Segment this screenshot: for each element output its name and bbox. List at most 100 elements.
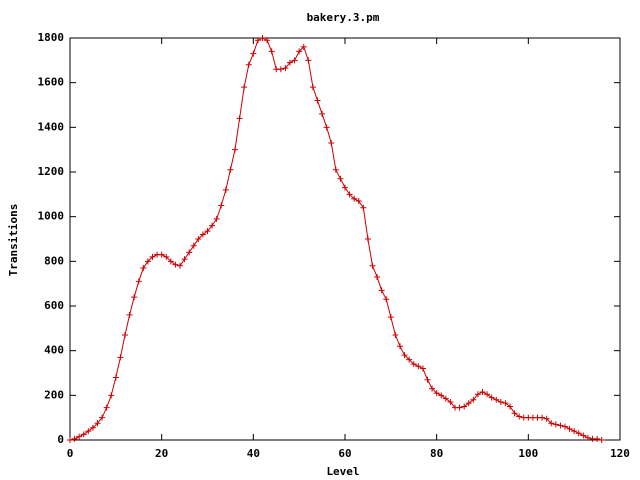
point (397, 343, 403, 350)
point (140, 265, 147, 272)
point (227, 166, 234, 173)
point (236, 115, 243, 122)
point (172, 261, 179, 268)
point (268, 48, 275, 55)
point (548, 420, 555, 427)
point (401, 352, 408, 359)
point (163, 253, 170, 260)
plot-border (69, 37, 621, 441)
point (149, 253, 156, 260)
point (282, 65, 289, 72)
point (497, 399, 504, 406)
point (250, 50, 257, 57)
point (584, 434, 591, 441)
point (296, 48, 303, 55)
point (158, 251, 165, 258)
point (447, 399, 454, 406)
y-axis-label: Transitions (7, 204, 20, 277)
y-tick-label: 0 (57, 433, 64, 446)
point (374, 273, 381, 280)
point (438, 392, 445, 399)
point (108, 392, 115, 399)
point (94, 420, 101, 427)
point (222, 186, 229, 193)
point (305, 57, 312, 64)
point (199, 231, 206, 238)
point (461, 403, 468, 410)
point (598, 437, 605, 443)
point (314, 97, 321, 104)
point (474, 391, 481, 398)
point (594, 435, 601, 442)
x-axis-label: Level (326, 465, 359, 478)
point (71, 435, 78, 442)
point (433, 390, 440, 397)
point (419, 365, 426, 372)
y-tick-label: 1200 (38, 165, 65, 178)
line (69, 37, 602, 441)
x-tick-label: 80 (430, 447, 443, 460)
point (99, 414, 106, 421)
point (493, 396, 500, 403)
point (135, 278, 142, 285)
y-tick-label: 600 (44, 299, 64, 312)
point (369, 262, 376, 269)
point (195, 236, 202, 242)
point (442, 395, 449, 402)
point (378, 287, 385, 294)
point (571, 428, 578, 435)
chart-title: bakery.3.pm (307, 11, 380, 24)
point (488, 394, 495, 401)
point (232, 146, 238, 153)
point (332, 166, 339, 173)
point (562, 423, 568, 430)
point (507, 403, 513, 410)
point (177, 262, 183, 269)
point (122, 332, 128, 339)
point (218, 202, 225, 209)
point (204, 228, 211, 235)
point (213, 215, 220, 222)
point (575, 430, 582, 437)
x-tick-label: 120 (610, 447, 630, 460)
point (342, 184, 348, 191)
point (539, 414, 546, 421)
point (543, 415, 550, 422)
y-tick-label: 1400 (38, 120, 65, 133)
x-tick-label: 20 (155, 447, 168, 460)
point (470, 396, 477, 403)
point (552, 421, 559, 428)
point (484, 391, 491, 398)
y-tick-label: 400 (44, 344, 64, 357)
y-tick-label: 800 (44, 254, 64, 267)
point (566, 425, 573, 432)
x-tick-label: 0 (67, 447, 74, 460)
point (67, 437, 73, 443)
point (76, 433, 83, 440)
point (479, 388, 486, 395)
point (181, 256, 188, 263)
point (406, 356, 413, 363)
point (360, 204, 367, 211)
point (410, 361, 417, 368)
y-tick-label: 1800 (38, 31, 65, 44)
point (387, 314, 394, 321)
point (264, 37, 271, 44)
point (245, 61, 252, 68)
point (383, 296, 390, 303)
point (465, 400, 472, 407)
x-tick-label: 60 (338, 447, 351, 460)
y-tick-label: 1600 (38, 76, 65, 89)
point (117, 354, 124, 361)
point (277, 66, 284, 73)
point (580, 432, 587, 439)
point (186, 249, 193, 256)
point (85, 428, 92, 435)
point (392, 332, 399, 339)
point (241, 84, 248, 91)
y-tick-label: 200 (44, 388, 64, 401)
point (209, 222, 216, 229)
point (351, 195, 358, 202)
point (557, 422, 564, 429)
point (364, 236, 371, 242)
